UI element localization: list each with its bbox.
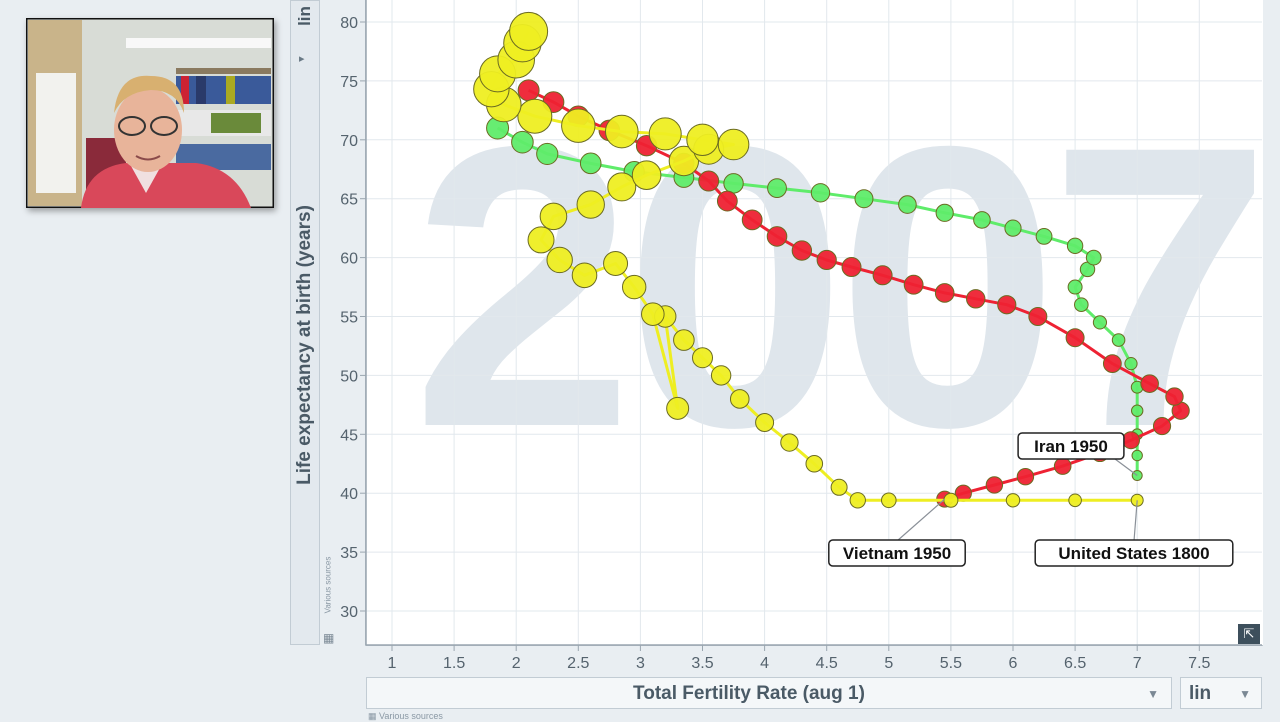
y-tick-label: 75 (340, 74, 358, 91)
x-tick-label: 2 (512, 655, 521, 672)
y-tick-label: 40 (340, 486, 358, 503)
x-source-note[interactable]: ▦ Various sources (368, 711, 443, 721)
x-scale-selector[interactable]: lin ▼ (1180, 677, 1262, 709)
x-tick-label: 1 (388, 655, 397, 672)
x-scale-dropdown-icon: ▼ (1239, 687, 1251, 701)
x-tick-label: 1.5 (443, 655, 465, 672)
x-tick-label: 3 (636, 655, 645, 672)
x-tick-label: 7 (1133, 655, 1142, 672)
y-tick-label: 65 (340, 192, 358, 209)
x-tick-label: 6.5 (1064, 655, 1086, 672)
expand-chart-icon[interactable]: ⇱ (1238, 624, 1260, 644)
y-tick-label: 30 (340, 604, 358, 621)
y-source-note[interactable]: Various sources (323, 556, 333, 614)
y-tick-label: 45 (340, 427, 358, 444)
y-scale-label: lin (295, 6, 314, 26)
x-tick-label: 5 (884, 655, 893, 672)
x-tick-label: 6 (1009, 655, 1018, 672)
y-tick-label: 60 (340, 251, 358, 268)
plot-panel (365, 0, 1263, 646)
y-scale-selector[interactable]: lin (290, 0, 320, 38)
y-tick-label: 50 (340, 368, 358, 385)
y-axis-title[interactable]: Life expectancy at birth (years) (294, 205, 315, 485)
x-tick-label: 2.5 (567, 655, 589, 672)
x-tick-label: 4.5 (816, 655, 838, 672)
x-axis-dropdown-icon: ▼ (1147, 687, 1159, 701)
x-tick-label: 4 (760, 655, 769, 672)
y-axis-selector-panel[interactable] (290, 0, 320, 645)
x-source-label: Various sources (379, 711, 443, 721)
x-tick-label: 5.5 (940, 655, 962, 672)
right-scroll-edge[interactable] (1266, 0, 1280, 720)
presenter-webcam-inset (26, 18, 274, 208)
x-tick-label: 3.5 (691, 655, 713, 672)
y-tick-label: 70 (340, 133, 358, 150)
y-source-table-icon[interactable]: ▦ (323, 631, 335, 645)
x-tick-label: 7.5 (1188, 655, 1210, 672)
y-tick-label: 55 (340, 310, 358, 327)
y-tick-label: 35 (340, 545, 358, 562)
x-axis-title: Total Fertility Rate (aug 1) (633, 683, 865, 704)
x-scale-label: lin (1189, 683, 1212, 704)
y-tick-label: 80 (340, 15, 358, 32)
x-axis-selector[interactable]: Total Fertility Rate (aug 1) ▼ (366, 677, 1172, 709)
y-axis-expand-arrow-icon[interactable]: ▸ (299, 53, 305, 65)
